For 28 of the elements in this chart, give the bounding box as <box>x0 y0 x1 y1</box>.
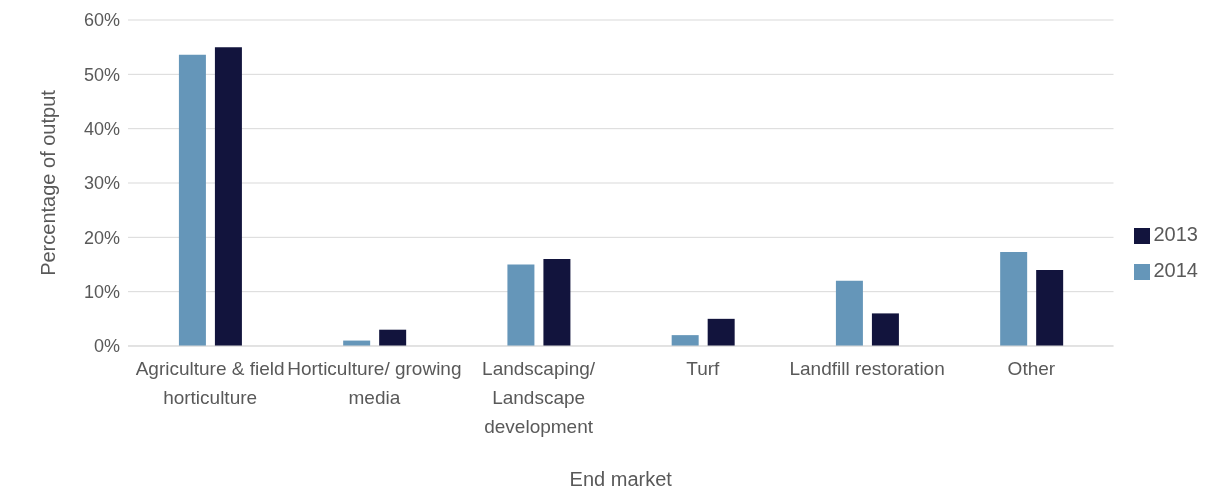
bar <box>835 280 863 346</box>
x-tick-label: Landscaping/ Landscape development <box>482 358 596 438</box>
bar <box>543 259 571 346</box>
bar <box>1000 252 1028 346</box>
y-tick-label: 0% <box>93 336 120 357</box>
bar <box>178 54 206 346</box>
x-axis-title: End market <box>569 468 673 490</box>
x-tick-label: Other <box>1007 358 1056 380</box>
legend-label: 2013 <box>1153 223 1198 245</box>
bar <box>671 335 699 346</box>
bar <box>871 313 899 346</box>
x-tick-label: Turf <box>686 358 721 380</box>
y-tick-label: 50% <box>83 64 120 85</box>
bar <box>379 329 407 346</box>
bar <box>1036 269 1064 346</box>
y-tick-label: 20% <box>83 227 120 248</box>
x-tick-label: Horticulture/ growing media <box>287 358 462 409</box>
bar <box>214 47 242 346</box>
y-tick-label: 60% <box>83 10 120 31</box>
y-tick-label: 40% <box>83 119 120 140</box>
bar <box>507 264 535 346</box>
bar <box>707 318 735 346</box>
y-axis-title: Percentage of output <box>37 89 60 276</box>
y-tick-label: 30% <box>83 173 120 194</box>
x-tick-label: Landfill restoration <box>789 358 945 380</box>
y-tick-label: 10% <box>83 282 120 303</box>
x-tick-label: Agriculture & field horticulture <box>135 358 285 409</box>
legend-label: 2014 <box>1153 259 1198 281</box>
